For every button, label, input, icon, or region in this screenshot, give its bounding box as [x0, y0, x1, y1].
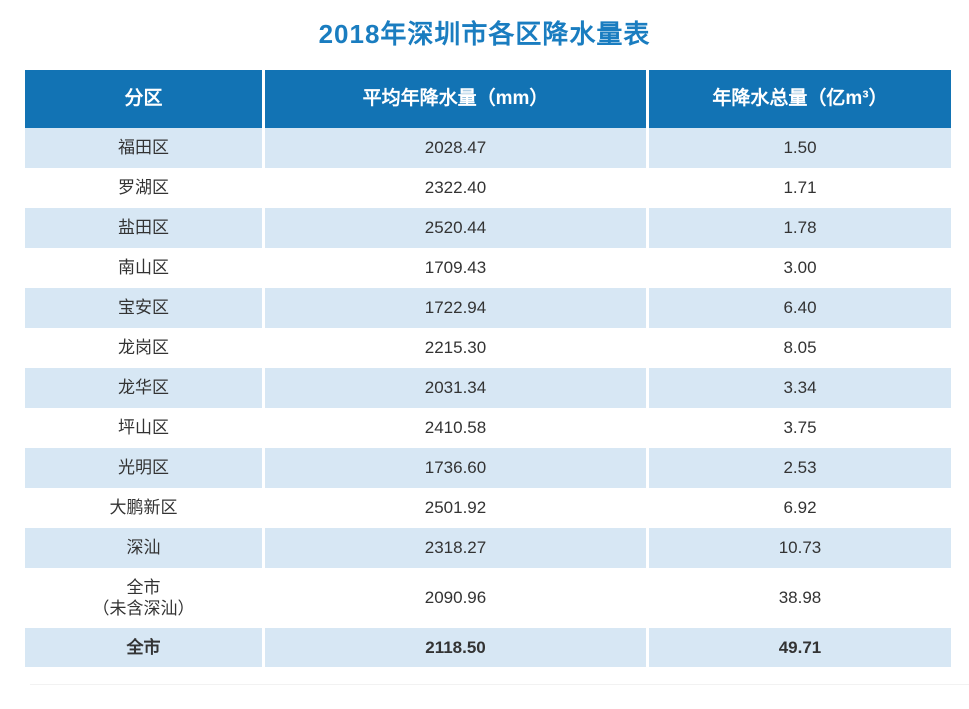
district-cell: 福田区: [25, 128, 262, 168]
table-row-citywide-excl-shenshan: 全市 （未含深汕） 2090.96 38.98: [25, 568, 951, 628]
district-cell: 光明区: [25, 448, 262, 488]
district-cell: 全市: [25, 628, 262, 667]
avg-rainfall-cell: 2322.40: [262, 168, 646, 208]
avg-rainfall-cell: 2410.58: [262, 408, 646, 448]
table-row-dapeng: 大鹏新区 2501.92 6.92: [25, 488, 951, 528]
district-cell: 盐田区: [25, 208, 262, 248]
avg-rainfall-cell: 1709.43: [262, 248, 646, 288]
column-header-avg-annual-rainfall: 平均年降水量（mm）: [262, 70, 646, 128]
total-precipitation-cell: 10.73: [646, 528, 951, 568]
table-row-shenshan: 深汕 2318.27 10.73: [25, 528, 951, 568]
district-cell: 坪山区: [25, 408, 262, 448]
table-row-longgang: 龙岗区 2215.30 8.05: [25, 328, 951, 368]
district-cell: 深汕: [25, 528, 262, 568]
total-precipitation-cell: 3.75: [646, 408, 951, 448]
table-row-futian: 福田区 2028.47 1.50: [25, 128, 951, 168]
avg-rainfall-cell: 2520.44: [262, 208, 646, 248]
total-precipitation-cell: 1.78: [646, 208, 951, 248]
table-row-pingshan: 坪山区 2410.58 3.75: [25, 408, 951, 448]
total-precipitation-cell: 3.00: [646, 248, 951, 288]
table-row-longhua: 龙华区 2031.34 3.34: [25, 368, 951, 408]
table-row-luohu: 罗湖区 2322.40 1.71: [25, 168, 951, 208]
total-precipitation-cell: 6.40: [646, 288, 951, 328]
total-precipitation-cell: 3.34: [646, 368, 951, 408]
total-precipitation-cell: 1.50: [646, 128, 951, 168]
avg-rainfall-cell: 2118.50: [262, 628, 646, 667]
district-cell: 南山区: [25, 248, 262, 288]
total-precipitation-cell: 6.92: [646, 488, 951, 528]
bottom-divider: [30, 684, 969, 685]
district-cell: 龙华区: [25, 368, 262, 408]
avg-rainfall-cell: 2031.34: [262, 368, 646, 408]
avg-rainfall-cell: 2028.47: [262, 128, 646, 168]
table-row-yantian: 盐田区 2520.44 1.78: [25, 208, 951, 248]
total-precipitation-cell: 49.71: [646, 628, 951, 667]
district-cell: 全市 （未含深汕）: [25, 568, 262, 628]
column-header-district: 分区: [25, 70, 262, 128]
table-row-guangming: 光明区 1736.60 2.53: [25, 448, 951, 488]
avg-rainfall-cell: 2090.96: [262, 568, 646, 628]
total-precipitation-cell: 38.98: [646, 568, 951, 628]
avg-rainfall-cell: 2318.27: [262, 528, 646, 568]
total-precipitation-cell: 1.71: [646, 168, 951, 208]
avg-rainfall-cell: 1722.94: [262, 288, 646, 328]
district-cell: 大鹏新区: [25, 488, 262, 528]
total-precipitation-cell: 8.05: [646, 328, 951, 368]
table-header-row: 分区 平均年降水量（mm） 年降水总量（亿m³）: [25, 70, 951, 128]
avg-rainfall-cell: 2215.30: [262, 328, 646, 368]
district-cell: 罗湖区: [25, 168, 262, 208]
table-row-nanshan: 南山区 1709.43 3.00: [25, 248, 951, 288]
avg-rainfall-cell: 2501.92: [262, 488, 646, 528]
avg-rainfall-cell: 1736.60: [262, 448, 646, 488]
table-row-baoan: 宝安区 1722.94 6.40: [25, 288, 951, 328]
total-precipitation-cell: 2.53: [646, 448, 951, 488]
rainfall-table: 分区 平均年降水量（mm） 年降水总量（亿m³） 福田区 2028.47 1.5…: [25, 70, 951, 667]
column-header-total-annual-precipitation: 年降水总量（亿m³）: [646, 70, 951, 128]
district-cell: 龙岗区: [25, 328, 262, 368]
table-row-citywide-total: 全市 2118.50 49.71: [25, 628, 951, 667]
page-title: 2018年深圳市各区降水量表: [318, 19, 651, 49]
district-cell: 宝安区: [25, 288, 262, 328]
